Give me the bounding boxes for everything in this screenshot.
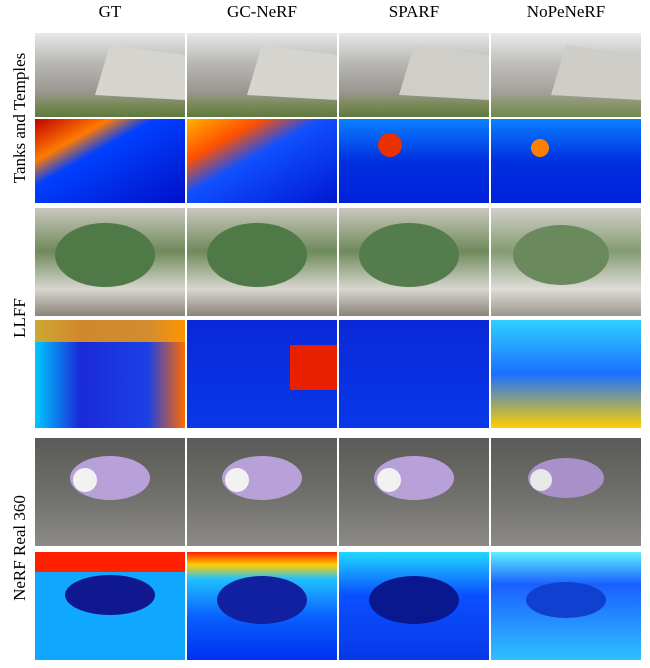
- row-label: Tanks and Temples: [10, 53, 29, 183]
- depth-row: [35, 552, 641, 660]
- depth-row: [35, 119, 641, 203]
- depth-row: [35, 320, 641, 428]
- figure: GT GC-NeRF SPARF NoPeNeRF Tanks and Temp…: [0, 0, 650, 668]
- column-header: NoPeNeRF: [527, 2, 605, 21]
- column-header: GT: [99, 2, 122, 21]
- column-header: SPARF: [389, 2, 439, 21]
- row-label: LLFF: [10, 298, 29, 338]
- row-label: NeRF Real 360: [10, 495, 29, 601]
- image-row: [35, 438, 641, 546]
- image-row: [35, 33, 641, 117]
- image-row: [35, 208, 641, 316]
- column-header: GC-NeRF: [227, 2, 297, 21]
